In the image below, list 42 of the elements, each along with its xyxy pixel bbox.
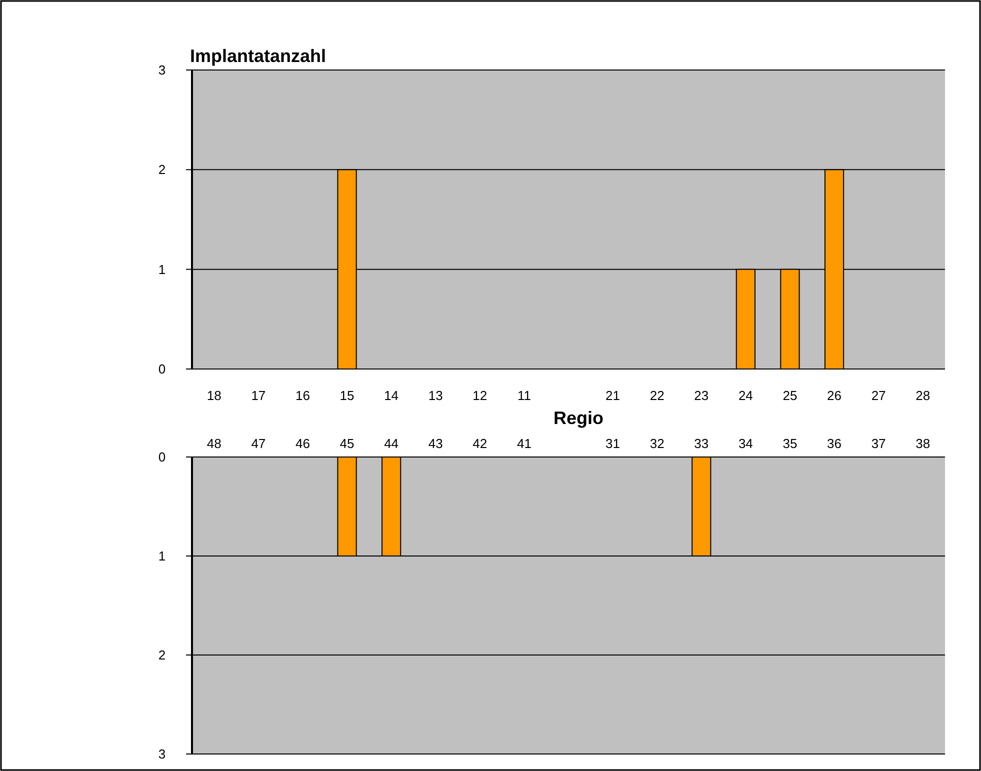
x-tick-label: 13 (428, 388, 443, 403)
x-tick-label: 37 (871, 436, 886, 451)
x-tick-label: 25 (782, 388, 798, 403)
x-tick-label: 21 (606, 388, 620, 403)
x-axis-title: Regio (553, 408, 604, 428)
x-tick-label: 12 (472, 388, 488, 403)
chart-title: Implantatanzahl (190, 46, 326, 66)
x-tick-label: 36 (827, 436, 842, 451)
x-tick-label: 46 (296, 436, 310, 451)
x-tick-label: 48 (206, 436, 222, 451)
x-tick-label: 34 (738, 436, 753, 451)
x-tick-label: 22 (650, 388, 664, 403)
x-tick-label: 18 (206, 388, 222, 403)
x-tick-label: 26 (827, 388, 842, 403)
x-tick-label: 44 (384, 436, 399, 451)
x-tick-label: 17 (251, 388, 266, 403)
y-tick-label: 3 (158, 746, 166, 762)
x-tick-label: 32 (650, 436, 664, 451)
x-tick-label: 47 (251, 436, 266, 451)
x-tick-label: 15 (340, 388, 354, 403)
x-tick-label: 23 (694, 388, 709, 403)
x-tick-label: 28 (916, 388, 930, 403)
y-tick-label: 3 (158, 62, 166, 78)
x-tick-label: 35 (782, 436, 798, 451)
x-tick-label: 14 (384, 388, 399, 403)
x-tick-label: 42 (472, 436, 488, 451)
y-tick-label: 2 (158, 162, 166, 178)
x-tick-label: 43 (428, 436, 443, 451)
x-tick-label: 16 (296, 388, 310, 403)
x-tick-label: 24 (738, 388, 753, 403)
y-tick-label: 0 (158, 362, 166, 377)
y-tick-label: 1 (158, 262, 166, 277)
y-tick-label: 1 (158, 548, 166, 564)
x-tick-label: 41 (516, 436, 532, 451)
x-tick-label: 45 (340, 436, 354, 451)
y-tick-label: 2 (158, 648, 166, 663)
y-tick-label: 0 (158, 450, 166, 465)
x-tick-label: 33 (694, 436, 709, 451)
x-tick-label: 11 (517, 388, 531, 403)
x-tick-label: 27 (871, 388, 886, 403)
x-tick-label: 38 (916, 436, 930, 451)
x-tick-label: 31 (606, 436, 620, 451)
